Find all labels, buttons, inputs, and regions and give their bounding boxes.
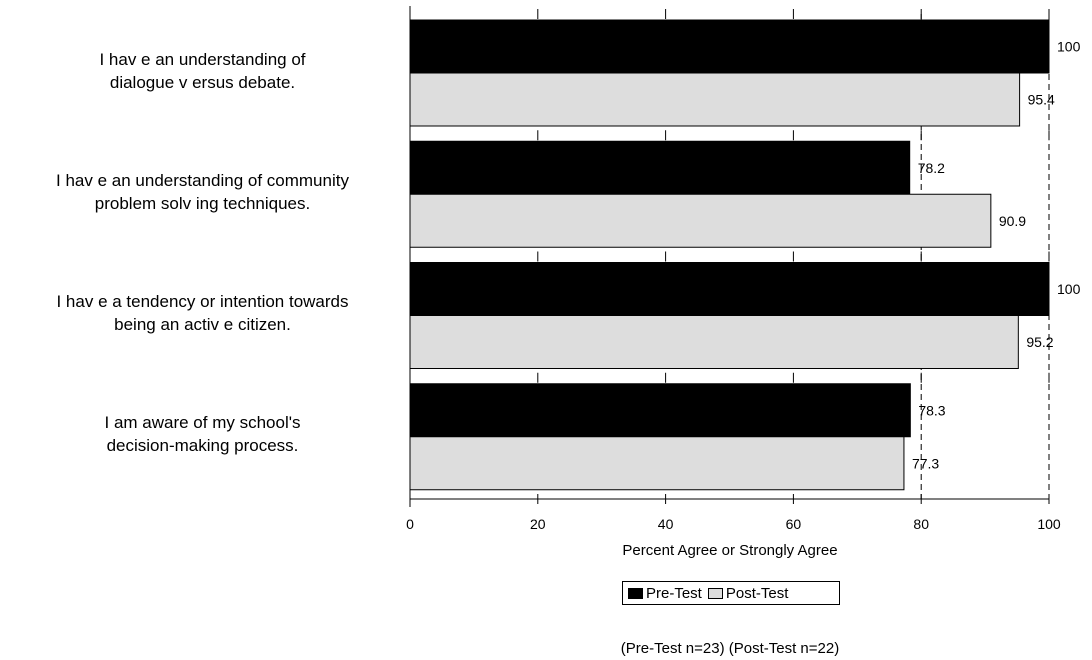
- category-label-line: I hav e an understanding of: [99, 49, 306, 69]
- legend-label-pre-test: Pre-Test: [646, 584, 702, 602]
- legend-swatch-pre-test: [628, 587, 643, 599]
- bar-post-test-2: [409, 193, 992, 248]
- category-label-4: I am aware of my school's decision-making…: [0, 411, 405, 457]
- data-label-pre-test-1: 100: [1057, 39, 1081, 55]
- category-label-line: I hav e an understanding of community: [56, 170, 349, 190]
- data-label-post-test-4: 77.3: [912, 455, 939, 471]
- data-label-post-test-2: 90.9: [999, 213, 1026, 229]
- category-label-line: I hav e a tendency or intention towards: [56, 292, 349, 312]
- category-label-line: dialogue v ersus debate.: [109, 72, 296, 92]
- category-label-line: problem solv ing techniques.: [94, 193, 311, 213]
- x-tick-label-100: 100: [1037, 516, 1061, 532]
- data-label-pre-test-2: 78.2: [918, 160, 945, 176]
- bar-pre-test-2: [409, 140, 911, 195]
- bar-post-test-3: [409, 315, 1019, 369]
- data-label-pre-test-4: 78.3: [918, 402, 945, 418]
- legend-item-pre-test: Pre-Test: [628, 585, 702, 602]
- x-axis-title: Percent Agree or Strongly Agree: [622, 542, 838, 559]
- data-label-pre-test-3: 100: [1057, 281, 1081, 297]
- category-label-2: I hav e an understanding of community pro…: [0, 169, 405, 215]
- sample-size-note: (Pre-Test n=23) (Post-Test n=22): [620, 640, 840, 657]
- category-label-3: I hav e a tendency or intention towards b…: [0, 290, 405, 336]
- data-label-post-test-3: 95.2: [1026, 334, 1053, 350]
- category-label-1: I hav e an understanding of dialogue v er…: [0, 48, 405, 94]
- x-tick-label-0: 0: [406, 516, 414, 532]
- bar-post-test-4: [409, 436, 905, 491]
- x-tick-label-80: 80: [913, 516, 929, 532]
- bar-pre-test-4: [409, 383, 911, 438]
- legend-label-post-test: Post-Test: [725, 584, 789, 602]
- bar-pre-test-3: [409, 262, 1050, 316]
- x-tick-label-60: 60: [786, 516, 802, 532]
- legend-item-post-test: Post-Test: [707, 584, 789, 602]
- category-label-line: decision-making process.: [106, 436, 299, 456]
- data-label-post-test-1: 95.4: [1028, 92, 1055, 108]
- x-tick-label-20: 20: [530, 516, 546, 532]
- x-tick-label-40: 40: [658, 516, 674, 532]
- legend: Pre-Test Post-Test: [622, 581, 840, 605]
- bar-post-test-1: [409, 72, 1021, 127]
- legend-swatch-post-test: [707, 587, 723, 599]
- category-label-line: being an activ e citizen.: [114, 315, 291, 335]
- category-label-line: I am aware of my school's: [104, 413, 301, 433]
- bar-pre-test-1: [409, 19, 1050, 74]
